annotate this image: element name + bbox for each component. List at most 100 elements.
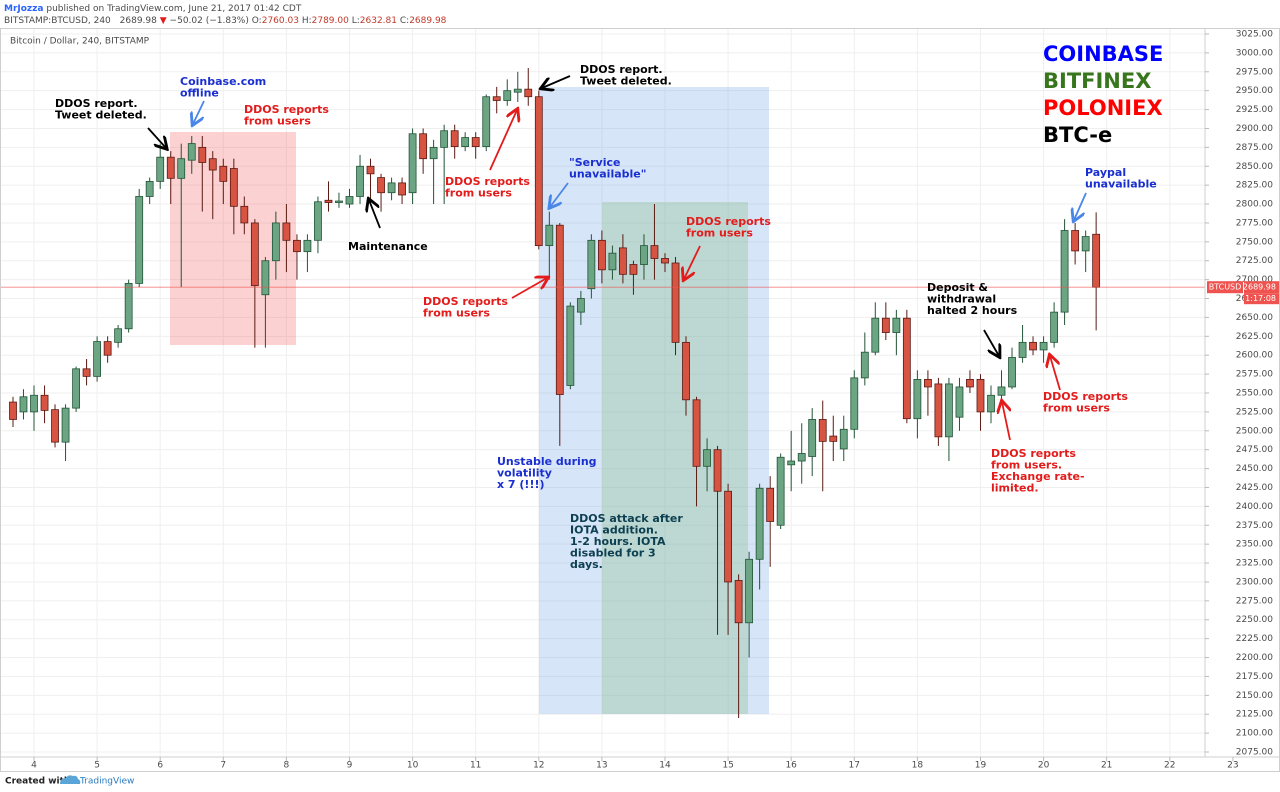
- candle-body: [1071, 230, 1080, 252]
- candle-body: [945, 383, 953, 438]
- y-tick-label: 2825.00: [1236, 181, 1273, 191]
- candle-body: [1029, 341, 1037, 351]
- y-tick-label: 2875.00: [1236, 143, 1273, 153]
- candle-body: [850, 377, 859, 430]
- candle-body: [40, 394, 49, 411]
- y-tick-label: 2400.00: [1236, 502, 1273, 512]
- candle-body: [503, 90, 512, 101]
- candle-body: [1008, 357, 1016, 388]
- candle-body: [997, 386, 1006, 396]
- y-tick-label: 2925.00: [1236, 105, 1273, 115]
- arrow: [550, 182, 569, 207]
- candle-body: [755, 487, 764, 560]
- y-tick-label: 3000.00: [1236, 48, 1273, 58]
- arrow: [1002, 402, 1010, 441]
- candle-body: [682, 341, 690, 401]
- symbol-label: BTCUSD: [1209, 283, 1242, 292]
- annotation: from users: [423, 307, 490, 320]
- candle-body: [166, 156, 175, 179]
- y-tick-label: 2500.00: [1236, 426, 1273, 436]
- candle-body: [335, 200, 343, 203]
- annotation: Tweet deleted.: [55, 109, 147, 122]
- candle-body: [198, 146, 207, 163]
- annotation: volatility: [497, 467, 552, 480]
- x-tick-label: 19: [975, 761, 987, 771]
- candle-body: [30, 394, 38, 413]
- candle-body: [902, 317, 911, 420]
- y-tick-label: 2475.00: [1236, 445, 1273, 455]
- candle-body: [724, 490, 732, 583]
- candle-body: [597, 239, 606, 271]
- candle-body: [61, 407, 70, 443]
- y-tick-label: 2800.00: [1236, 200, 1273, 210]
- annotation: from users: [445, 187, 512, 200]
- x-tick-label: 5: [94, 761, 100, 771]
- x-tick-label: 11: [470, 761, 481, 771]
- y-tick-label: 2425.00: [1236, 483, 1273, 493]
- x-tick-label: 23: [1227, 761, 1238, 771]
- x-tick-label: 15: [722, 761, 733, 771]
- annotation: Deposit &: [927, 281, 988, 294]
- candle-body: [177, 158, 186, 179]
- y-tick-label: 3025.00: [1236, 29, 1273, 39]
- candle-body: [271, 222, 280, 262]
- y-tick-label: 2375.00: [1236, 521, 1273, 531]
- candle-body: [934, 383, 943, 438]
- direction: ▼: [160, 16, 167, 26]
- candle-body: [461, 137, 470, 148]
- candle-body: [345, 196, 354, 205]
- candle-body: [377, 177, 385, 194]
- candle-body: [881, 317, 890, 333]
- change: −50.02 (−1.83%): [170, 16, 249, 26]
- annotation: Paypal: [1085, 166, 1126, 179]
- candle-body: [187, 143, 196, 161]
- tradingview-logo[interactable]: [60, 775, 81, 784]
- ohlc-label: O:: [252, 16, 262, 26]
- arrow: [147, 127, 166, 148]
- author[interactable]: MrJozza: [4, 4, 43, 14]
- candle-body: [366, 165, 375, 175]
- ohlc-value: 2689.98: [409, 16, 446, 26]
- candle-body: [482, 96, 491, 148]
- candle-body: [534, 96, 543, 247]
- candle-body: [555, 224, 564, 395]
- y-tick-label: 2850.00: [1236, 162, 1273, 172]
- candle-body: [229, 168, 238, 207]
- x-tick-label: 22: [1164, 761, 1175, 771]
- candle-body: [19, 396, 28, 413]
- candle-body: [734, 580, 743, 624]
- candle-body: [566, 305, 575, 386]
- x-tick-label: 12: [533, 761, 544, 771]
- last-price-label: 2689.98: [1243, 283, 1276, 292]
- candle-body: [398, 182, 406, 196]
- arrow: [684, 245, 701, 279]
- arrow: [369, 200, 381, 229]
- annotation: DDOS reports: [423, 295, 508, 308]
- annotation: from users: [1043, 402, 1110, 415]
- footer-brand[interactable]: TradingView: [79, 777, 134, 787]
- candle-body: [924, 378, 932, 388]
- candle-body: [871, 317, 880, 353]
- candle-body: [135, 196, 144, 284]
- legend-entry: BITFINEX: [1043, 69, 1151, 93]
- x-tick-label: 16: [785, 761, 797, 771]
- chart-title: Bitcoin / Dollar, 240, BITSTAMP: [10, 37, 150, 47]
- candle-body: [745, 558, 753, 624]
- y-tick-label: 2775.00: [1236, 218, 1273, 228]
- candle-body: [219, 165, 228, 182]
- annotation: DDOS reports: [244, 103, 329, 116]
- candle-body: [250, 222, 259, 287]
- annotation: DDOS reports: [445, 175, 530, 188]
- candle-body: [576, 298, 585, 313]
- annotation: Tweet deleted.: [580, 75, 672, 88]
- candle-body: [103, 341, 112, 356]
- candle-body: [629, 264, 638, 275]
- candle-body: [703, 449, 711, 467]
- arrow: [193, 100, 205, 124]
- annotation: DDOS attack after: [570, 512, 683, 525]
- candle-body: [787, 460, 796, 466]
- price: 2689.98: [120, 16, 157, 26]
- candle-body: [766, 487, 775, 522]
